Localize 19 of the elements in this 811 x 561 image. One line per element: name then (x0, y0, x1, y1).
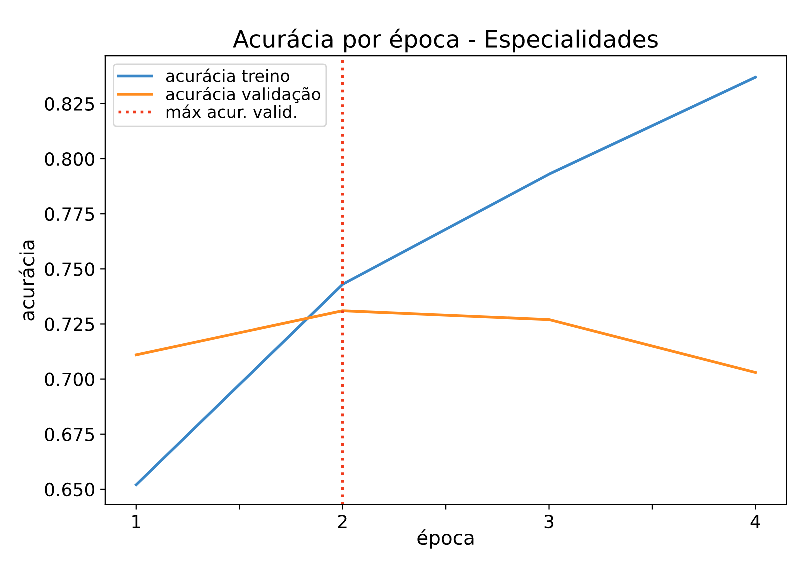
line-series (135, 310, 758, 374)
x-tick-label: 1 (132, 515, 140, 528)
legend-label: acurácia validação (166, 86, 321, 104)
y-tick-label: 0.700 (45, 372, 95, 386)
y-tick-label: 0.825 (45, 97, 94, 112)
y-tick-label: 0.800 (45, 152, 95, 166)
y-tick-label: 0.725 (45, 318, 94, 332)
x-tick-label: 3 (544, 514, 554, 529)
legend-label: acurácia treino (166, 68, 290, 82)
y-axis-title: acurácia (18, 240, 35, 321)
ref-line-label: máx acur. valid. (166, 104, 296, 118)
y-tick-label: 0.650 (45, 482, 95, 497)
y-tick-label: 0.675 (45, 428, 94, 442)
x-axis-title: época (418, 529, 474, 549)
x-tick-label: 4 (750, 515, 760, 528)
chart-title: Acurácia por época - Especialidades (233, 28, 658, 53)
y-tick-label: 0.775 (45, 208, 94, 222)
y-tick-label: 0.750 (45, 262, 95, 276)
x-tick-label: 2 (338, 514, 347, 528)
